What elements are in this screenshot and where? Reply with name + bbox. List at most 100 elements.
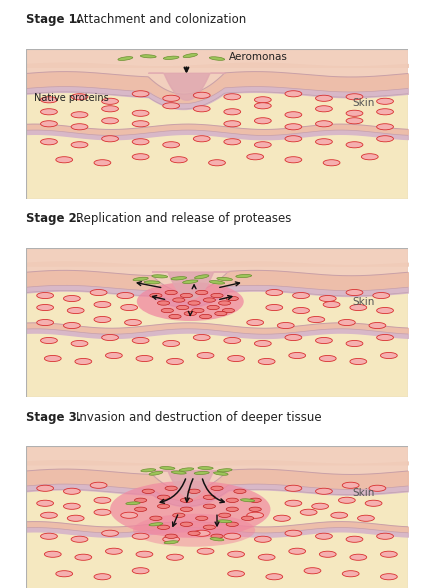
Ellipse shape [316, 533, 332, 539]
Ellipse shape [71, 123, 88, 130]
Ellipse shape [44, 356, 61, 362]
Text: Stage 1.: Stage 1. [26, 14, 82, 26]
Ellipse shape [203, 504, 215, 509]
Ellipse shape [198, 467, 213, 469]
Ellipse shape [350, 359, 367, 365]
Ellipse shape [171, 276, 187, 280]
Ellipse shape [377, 136, 394, 142]
Ellipse shape [167, 359, 184, 365]
Ellipse shape [167, 554, 184, 560]
Ellipse shape [358, 515, 375, 522]
Ellipse shape [217, 278, 233, 280]
Ellipse shape [169, 315, 181, 319]
Ellipse shape [173, 298, 185, 302]
Ellipse shape [94, 316, 111, 323]
Ellipse shape [63, 322, 80, 329]
Ellipse shape [207, 305, 219, 310]
Ellipse shape [158, 504, 170, 509]
Ellipse shape [219, 513, 231, 517]
Ellipse shape [228, 356, 244, 362]
Ellipse shape [228, 571, 244, 577]
Ellipse shape [132, 533, 149, 539]
Ellipse shape [377, 335, 394, 340]
Ellipse shape [164, 541, 178, 544]
Ellipse shape [194, 472, 209, 475]
Ellipse shape [165, 534, 177, 539]
Ellipse shape [193, 136, 210, 142]
Ellipse shape [224, 109, 241, 115]
Ellipse shape [277, 322, 294, 329]
Ellipse shape [173, 513, 185, 517]
Ellipse shape [377, 109, 394, 115]
Ellipse shape [63, 488, 80, 495]
Ellipse shape [224, 93, 241, 100]
Ellipse shape [71, 112, 88, 118]
Ellipse shape [181, 498, 193, 502]
Ellipse shape [94, 509, 111, 515]
Ellipse shape [150, 293, 162, 298]
Ellipse shape [71, 93, 88, 100]
Ellipse shape [346, 340, 363, 346]
Ellipse shape [179, 468, 194, 471]
Ellipse shape [316, 338, 332, 343]
Ellipse shape [319, 356, 336, 362]
Ellipse shape [194, 275, 209, 279]
Ellipse shape [63, 503, 80, 509]
Text: Attachment and colonization: Attachment and colonization [76, 14, 246, 26]
Ellipse shape [316, 139, 332, 145]
Ellipse shape [377, 123, 394, 130]
Ellipse shape [40, 97, 57, 103]
Ellipse shape [254, 142, 271, 148]
Ellipse shape [342, 571, 359, 577]
Ellipse shape [132, 153, 149, 160]
Text: Stage 2.: Stage 2. [26, 212, 82, 225]
Ellipse shape [249, 507, 261, 512]
Ellipse shape [136, 551, 153, 557]
Ellipse shape [234, 489, 246, 493]
Ellipse shape [163, 56, 179, 59]
Ellipse shape [217, 469, 232, 472]
Ellipse shape [254, 118, 271, 124]
Ellipse shape [135, 507, 147, 512]
Ellipse shape [266, 305, 283, 310]
Ellipse shape [209, 280, 225, 284]
Ellipse shape [222, 308, 234, 313]
Ellipse shape [196, 290, 208, 295]
Bar [26, 49, 408, 91]
Ellipse shape [160, 466, 175, 470]
Text: Skin: Skin [352, 98, 375, 108]
Bar [26, 446, 408, 488]
Ellipse shape [258, 554, 275, 560]
Ellipse shape [135, 498, 147, 502]
Ellipse shape [217, 520, 232, 523]
Ellipse shape [346, 110, 363, 116]
Ellipse shape [224, 121, 241, 127]
Ellipse shape [197, 548, 214, 554]
Ellipse shape [258, 359, 275, 365]
Ellipse shape [228, 551, 244, 557]
Ellipse shape [377, 308, 394, 313]
Ellipse shape [215, 312, 227, 316]
Ellipse shape [224, 338, 241, 343]
Ellipse shape [203, 298, 215, 302]
Ellipse shape [37, 485, 53, 492]
Ellipse shape [211, 293, 223, 298]
Ellipse shape [183, 54, 197, 58]
Ellipse shape [177, 305, 189, 310]
Ellipse shape [163, 103, 180, 109]
Ellipse shape [254, 103, 271, 109]
Ellipse shape [165, 486, 177, 490]
Ellipse shape [209, 160, 225, 166]
Ellipse shape [126, 502, 140, 505]
Ellipse shape [181, 293, 193, 298]
Ellipse shape [316, 121, 332, 127]
Ellipse shape [273, 515, 290, 522]
Ellipse shape [165, 290, 177, 295]
Ellipse shape [188, 489, 200, 493]
Ellipse shape [226, 296, 238, 300]
Ellipse shape [319, 551, 336, 557]
Ellipse shape [211, 486, 223, 490]
Ellipse shape [362, 153, 378, 160]
Ellipse shape [369, 322, 386, 329]
Ellipse shape [133, 514, 255, 547]
